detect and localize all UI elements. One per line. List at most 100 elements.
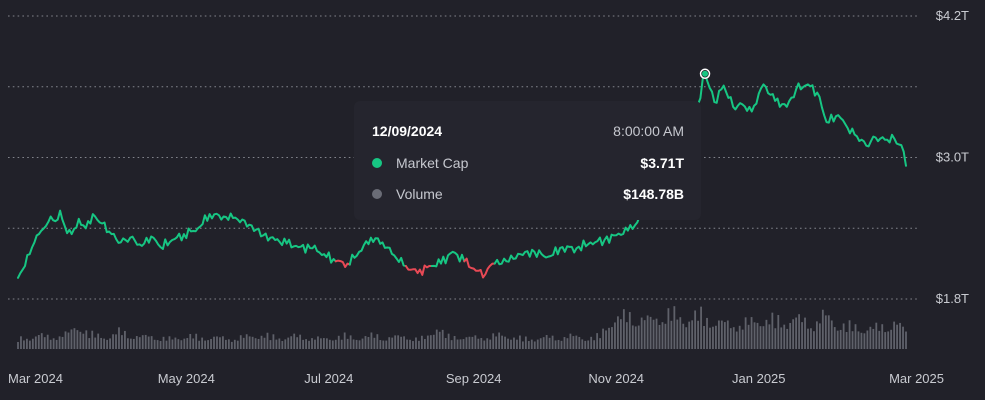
volume-bar [640, 317, 643, 349]
volume-bar [28, 340, 31, 349]
volume-bar [768, 324, 771, 349]
tooltip-time: 8:00:00 AM [613, 123, 684, 139]
volume-bar [219, 337, 221, 349]
volume-bar [679, 317, 682, 349]
volume-bar [236, 340, 239, 349]
volume-bar [165, 340, 168, 349]
volume-bar [284, 339, 287, 349]
volume-bar [501, 335, 503, 349]
volume-bar [789, 322, 792, 349]
volume-bar [519, 335, 521, 349]
volume-bar [156, 340, 159, 349]
tooltip-header: 12/09/2024 8:00:00 AM [372, 122, 684, 140]
volume-bar [839, 329, 842, 349]
volume-bar [373, 337, 376, 349]
volume-bar [720, 320, 723, 349]
y-tick-label: $4.2T [936, 8, 969, 23]
volume-bar [542, 337, 545, 349]
volume-bar [507, 338, 509, 349]
volume-bar [115, 334, 117, 349]
volume-bar [94, 337, 97, 349]
volume-bar [450, 340, 453, 349]
volume-bar [744, 317, 747, 349]
volume-bar [619, 319, 622, 349]
volume-bar [302, 339, 305, 349]
volume-bar [355, 339, 358, 349]
volume-bar [884, 332, 887, 349]
volume-legend-dot [372, 189, 382, 199]
volume-bar [322, 338, 325, 349]
volume-bar [233, 339, 236, 349]
volume-bar [254, 338, 257, 349]
volume-bar [498, 332, 501, 349]
volume-bar [899, 322, 901, 349]
volume-bar [723, 322, 726, 349]
volume-bar [266, 332, 269, 349]
volume-bar [106, 339, 108, 349]
volume-bar [429, 335, 432, 349]
volume-bar [617, 316, 619, 349]
x-tick-label: Nov 2024 [588, 371, 644, 386]
volume-bar [213, 336, 215, 349]
volume-bar [150, 336, 153, 349]
volume-bar [227, 339, 230, 349]
volume-bar [801, 322, 803, 349]
volume-bar [257, 338, 260, 349]
volume-bar [180, 340, 183, 349]
volume-bar [334, 339, 337, 349]
volume-bar [673, 306, 676, 349]
volume-bar [251, 336, 254, 349]
volume-bar [385, 340, 388, 349]
volume-bar [328, 339, 331, 349]
volume-bar [643, 320, 646, 349]
volume-bar [513, 337, 515, 349]
volume-bar [489, 339, 492, 349]
tooltip-date: 12/09/2024 [372, 123, 443, 139]
volume-bar [435, 329, 438, 349]
volume-bar [346, 338, 349, 349]
volume-bar [459, 339, 462, 349]
volume-bar [581, 339, 584, 349]
volume-bar [85, 330, 88, 349]
volume-bar [382, 340, 385, 349]
volume-bar [575, 335, 578, 349]
volume-bar [456, 339, 459, 349]
x-tick-label: Jul 2024 [304, 371, 353, 386]
volume-bar [682, 323, 685, 349]
tooltip-label-market-cap: Market Cap [396, 155, 469, 171]
tooltip-row-market-cap: Market Cap $3.71T [372, 153, 684, 173]
tooltip-value-volume: $148.78B [623, 186, 684, 202]
volume-bar [468, 336, 471, 349]
volume-bar [192, 338, 195, 349]
volume-bar [159, 340, 162, 349]
tooltip-label-volume: Volume [396, 186, 443, 202]
volume-bar [305, 339, 307, 349]
volume-bar [622, 309, 625, 349]
volume-bar [325, 338, 328, 349]
volume-bar [216, 336, 218, 349]
volume-bar [804, 317, 806, 349]
x-tick-label: May 2024 [158, 371, 215, 386]
volume-bar [263, 337, 266, 349]
volume-bar [474, 335, 477, 349]
volume-bar [786, 328, 789, 349]
market-cap-line-down [404, 264, 433, 276]
volume-bar [100, 337, 103, 349]
volume-bar [153, 339, 156, 349]
volume-bar [49, 339, 52, 349]
volume-bar [290, 336, 293, 349]
volume-bar [46, 334, 49, 349]
volume-bar [480, 337, 483, 349]
volume-bar [195, 333, 198, 349]
volume-bar [655, 318, 658, 349]
volume-bar [462, 339, 465, 349]
volume-bar [406, 339, 408, 349]
volume-bar [688, 321, 691, 349]
volume-bar [533, 341, 536, 349]
volume-bar [73, 328, 76, 349]
volume-bar [486, 338, 489, 349]
volume-bar [545, 335, 548, 349]
volume-bar [358, 340, 361, 349]
volume-bar [418, 340, 420, 349]
volume-bar [26, 338, 28, 349]
